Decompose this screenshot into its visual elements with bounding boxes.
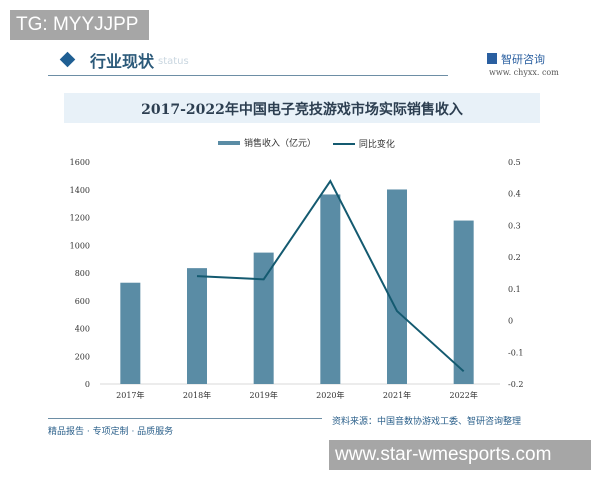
watermark-top: TG: MYYJJPP [10,10,149,40]
legend-line-swatch [332,142,355,145]
footer-divider [48,418,322,419]
y-tick-label: 0 [85,380,90,389]
y-tick-label: 1400 [70,186,90,195]
legend-label-revenue: 销售收入（亿元） [244,139,317,149]
brand-logo-icon [487,53,497,64]
x-tick-label: 2019年 [249,390,277,400]
legend-item-revenue: 销售收入（亿元） [218,136,316,149]
legend-item-yoy: 同比变化 [332,137,395,150]
y2-tick-label: 0.1 [508,285,521,294]
y2-tick-label: 0.2 [508,253,521,262]
y-tick-label: 200 [75,352,90,361]
chart-title-band: 2017-2022年中国电子竞技游戏市场实际销售收入 [64,93,540,123]
y-tick-label: 1200 [70,214,90,223]
chart-title: 2017-2022年中国电子竞技游戏市场实际销售收入 [141,102,463,118]
data-source: 资料来源：中国音数协游戏工委、智研咨询整理 [332,417,522,427]
y-tick-label: 1000 [70,241,90,250]
yoy-line [196,179,465,373]
brand-name: 智研咨询 [501,52,545,66]
brand: 智研咨询 [487,48,545,67]
bar-2020年 [320,194,341,384]
y-tick-label: 1600 [70,158,90,167]
x-tick-label: 2018年 [183,390,211,400]
x-tick-label: 2022年 [449,390,477,400]
y2-tick-label: 0 [508,317,513,326]
x-tick-label: 2017年 [116,390,144,400]
section-subtitle: status [158,56,189,67]
y2-tick-label: 0.3 [508,221,521,230]
bar-2022年 [453,220,474,384]
legend-bar-swatch [218,140,240,145]
section-title: 行业现状 [90,52,155,71]
watermark-bottom: www.star-wmesports.com [329,440,591,470]
bar-2018年 [187,268,207,384]
x-tick-label: 2020年 [316,390,344,400]
y-tick-label: 600 [75,297,90,306]
y2-tick-label: 0.5 [508,158,521,167]
legend-label-yoy: 同比变化 [358,140,395,150]
chart-legend: 销售收入（亿元） 同比变化 [218,136,409,150]
bar-2019年 [253,252,274,384]
y-tick-label: 400 [75,325,90,334]
x-tick-label: 2021年 [383,390,411,400]
bar-2021年 [387,189,407,384]
header-divider [48,75,448,76]
brand-url: www. chyxx. com [489,68,559,77]
y2-tick-label: 0.4 [508,190,521,199]
y2-tick-label: -0.1 [508,348,523,357]
footer-tagline: 精品报告 · 专项定制 · 品质服务 [48,427,174,437]
y-tick-label: 800 [75,269,90,278]
diamond-icon [59,51,76,68]
section-header: 行业现状 status [48,44,558,76]
y2-tick-label: -0.2 [508,380,523,389]
bar-2017年 [120,282,141,384]
